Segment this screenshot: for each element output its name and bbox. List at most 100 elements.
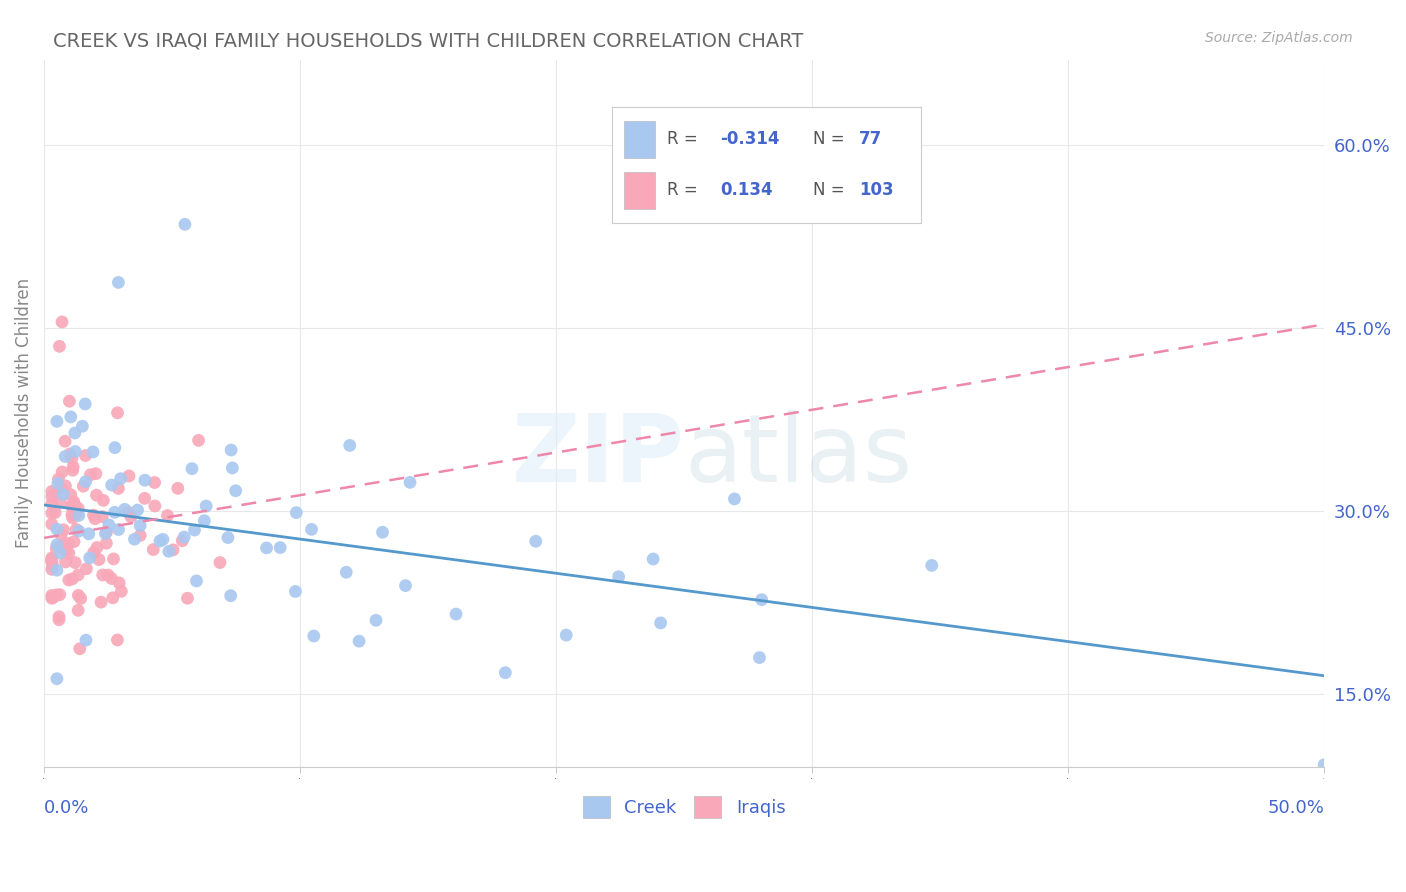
Point xyxy=(69,591,91,606)
Point xyxy=(45,541,67,556)
Point xyxy=(41,562,63,576)
Text: 0.0%: 0.0% xyxy=(44,799,90,817)
Point xyxy=(107,276,129,290)
Point xyxy=(156,508,179,523)
Point xyxy=(75,475,97,489)
Point xyxy=(41,552,63,566)
Point xyxy=(127,503,149,517)
Point xyxy=(41,551,63,566)
Point xyxy=(67,508,90,523)
Point xyxy=(256,541,278,555)
Point xyxy=(62,463,84,477)
Point xyxy=(91,568,114,582)
Point xyxy=(394,579,416,593)
Point xyxy=(41,589,63,603)
Point xyxy=(41,497,63,511)
Point xyxy=(176,591,198,606)
Point xyxy=(67,524,90,538)
Point xyxy=(86,488,108,502)
Point xyxy=(181,461,204,475)
Point xyxy=(49,588,72,602)
Point xyxy=(52,487,75,501)
Point xyxy=(103,552,125,566)
Point xyxy=(301,522,323,536)
Point xyxy=(748,650,770,665)
Point xyxy=(97,568,120,582)
Point xyxy=(107,523,129,537)
Point xyxy=(143,475,166,490)
Point xyxy=(67,567,90,582)
Point xyxy=(42,591,65,605)
Point xyxy=(129,528,152,542)
Point xyxy=(173,530,195,544)
Point xyxy=(45,672,67,686)
Point xyxy=(58,546,80,560)
Point xyxy=(187,434,209,448)
Point xyxy=(58,536,80,550)
Point xyxy=(96,524,118,539)
Point xyxy=(302,629,325,643)
Point xyxy=(69,641,91,656)
Point xyxy=(152,533,174,547)
Point xyxy=(100,572,122,586)
Point xyxy=(41,553,63,567)
Point xyxy=(41,506,63,520)
Point xyxy=(59,409,82,424)
Point xyxy=(45,563,67,577)
Point xyxy=(399,475,422,490)
Point xyxy=(75,449,97,463)
Point xyxy=(101,591,124,605)
Bar xyxy=(624,121,655,158)
Text: R =: R = xyxy=(668,130,703,148)
Point xyxy=(79,467,101,482)
Point xyxy=(45,414,67,428)
Point xyxy=(134,473,156,487)
Point xyxy=(55,555,77,569)
Text: N =: N = xyxy=(813,130,849,148)
Point xyxy=(110,584,132,599)
Point xyxy=(96,536,118,550)
Point xyxy=(195,499,218,513)
Point xyxy=(494,665,516,680)
Point xyxy=(51,538,73,552)
Point xyxy=(41,490,63,504)
Point xyxy=(53,434,76,449)
Text: N =: N = xyxy=(813,181,849,199)
Point xyxy=(97,517,120,532)
Point xyxy=(90,595,112,609)
Point xyxy=(219,589,242,603)
Point xyxy=(371,525,394,540)
Point xyxy=(75,562,97,576)
Point xyxy=(347,634,370,648)
Point xyxy=(107,406,129,420)
Point xyxy=(117,505,139,519)
Point xyxy=(186,574,208,588)
Text: Source: ZipAtlas.com: Source: ZipAtlas.com xyxy=(1205,31,1353,45)
Point xyxy=(107,632,129,647)
Point xyxy=(49,528,72,542)
Point xyxy=(1288,772,1310,787)
Point xyxy=(59,447,82,461)
Point xyxy=(107,482,129,496)
Point xyxy=(555,628,578,642)
Legend: Creek, Iraqis: Creek, Iraqis xyxy=(575,789,793,825)
Text: ZIP: ZIP xyxy=(512,410,685,502)
Point xyxy=(1133,766,1156,780)
Bar xyxy=(624,172,655,209)
Point xyxy=(100,478,122,492)
Point xyxy=(41,591,63,606)
Text: 50.0%: 50.0% xyxy=(1267,799,1324,817)
Point xyxy=(335,566,357,580)
Point xyxy=(48,339,70,353)
Point xyxy=(524,534,547,549)
Point xyxy=(41,516,63,531)
Point xyxy=(48,609,70,624)
Point xyxy=(49,546,72,560)
Point xyxy=(63,534,86,549)
Point xyxy=(41,484,63,499)
Point xyxy=(45,588,67,602)
Point xyxy=(49,495,72,509)
Point xyxy=(41,555,63,569)
Point xyxy=(53,536,76,550)
Point xyxy=(44,506,66,520)
